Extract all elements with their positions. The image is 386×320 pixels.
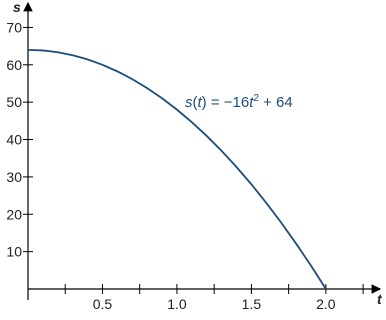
annotation-part: t — [249, 94, 254, 111]
y-tick-label: 60 — [6, 57, 22, 73]
x-tick-label: 0.5 — [93, 296, 113, 312]
x-tick-label: 2.0 — [316, 296, 336, 312]
x-tick-label: 1.5 — [242, 296, 262, 312]
annotation-part: + 64 — [259, 94, 293, 111]
y-tick-label: 10 — [6, 244, 22, 260]
annotation-part: ( — [193, 94, 198, 111]
y-tick-label: 70 — [6, 19, 22, 35]
y-tick-label: 40 — [6, 132, 22, 148]
annotation-part: 2 — [253, 93, 259, 104]
annotation-part: s — [185, 94, 193, 111]
x-tick-label: 1.0 — [167, 296, 187, 312]
annotation-part: t — [198, 94, 203, 111]
annotation: s(t) = −16t2 + 64 — [185, 93, 293, 111]
y-axis-label: s — [13, 0, 21, 15]
y-tick-label: 20 — [6, 206, 22, 222]
curve — [27, 48, 327, 290]
annotation-part: ) = −16 — [202, 94, 250, 111]
y-tick-label: 30 — [6, 169, 22, 185]
x-axis-label: t — [377, 291, 383, 307]
y-tick-label: 50 — [6, 94, 22, 110]
